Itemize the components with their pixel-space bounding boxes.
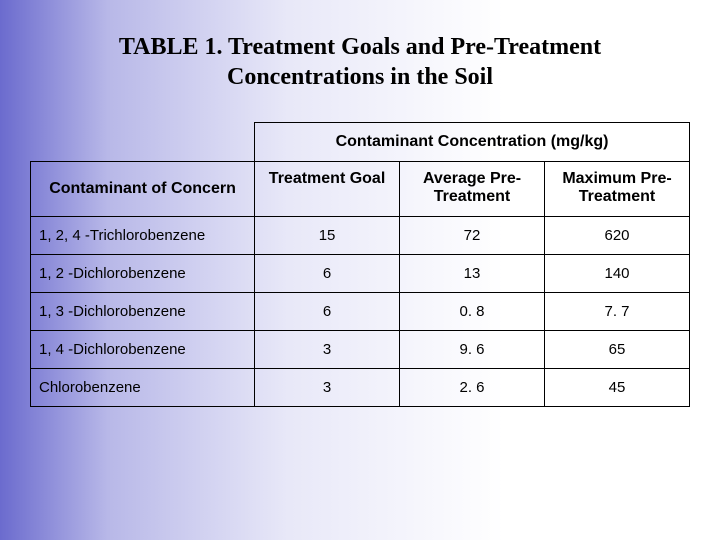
col-avg: Average Pre-Treatment: [400, 162, 545, 217]
treatment-goal: 6: [255, 255, 400, 293]
contaminant-name: 1, 2, 4 -Trichlorobenzene: [31, 217, 255, 255]
table-row: Chlorobenzene32. 645: [31, 369, 690, 407]
max-pretreatment: 45: [545, 369, 690, 407]
contaminant-name: 1, 4 -Dichlorobenzene: [31, 331, 255, 369]
group-header: Contaminant Concentration (mg/kg): [255, 123, 690, 162]
col-max: Maximum Pre-Treatment: [545, 162, 690, 217]
max-pretreatment: 140: [545, 255, 690, 293]
concentration-table: Contaminant Concentration (mg/kg) Contam…: [30, 122, 690, 407]
treatment-goal: 6: [255, 293, 400, 331]
treatment-goal: 3: [255, 331, 400, 369]
max-pretreatment: 620: [545, 217, 690, 255]
avg-pretreatment: 72: [400, 217, 545, 255]
table-row: 1, 3 -Dichlorobenzene60. 87. 7: [31, 293, 690, 331]
max-pretreatment: 7. 7: [545, 293, 690, 331]
treatment-goal: 3: [255, 369, 400, 407]
avg-pretreatment: 9. 6: [400, 331, 545, 369]
contaminant-name: Chlorobenzene: [31, 369, 255, 407]
table-row: 1, 2 -Dichlorobenzene613140: [31, 255, 690, 293]
max-pretreatment: 65: [545, 331, 690, 369]
table-row: 1, 4 -Dichlorobenzene39. 665: [31, 331, 690, 369]
table-row: 1, 2, 4 -Trichlorobenzene1572620: [31, 217, 690, 255]
avg-pretreatment: 0. 8: [400, 293, 545, 331]
avg-pretreatment: 13: [400, 255, 545, 293]
col-goal: Treatment Goal: [255, 162, 400, 217]
row-header: Contaminant of Concern: [31, 162, 255, 217]
avg-pretreatment: 2. 6: [400, 369, 545, 407]
contaminant-name: 1, 2 -Dichlorobenzene: [31, 255, 255, 293]
treatment-goal: 15: [255, 217, 400, 255]
table-container: Contaminant Concentration (mg/kg) Contam…: [0, 110, 720, 407]
contaminant-name: 1, 3 -Dichlorobenzene: [31, 293, 255, 331]
table-body: 1, 2, 4 -Trichlorobenzene15726201, 2 -Di…: [31, 217, 690, 407]
page-title: TABLE 1. Treatment Goals and Pre-Treatme…: [0, 0, 720, 110]
empty-corner: [31, 123, 255, 162]
